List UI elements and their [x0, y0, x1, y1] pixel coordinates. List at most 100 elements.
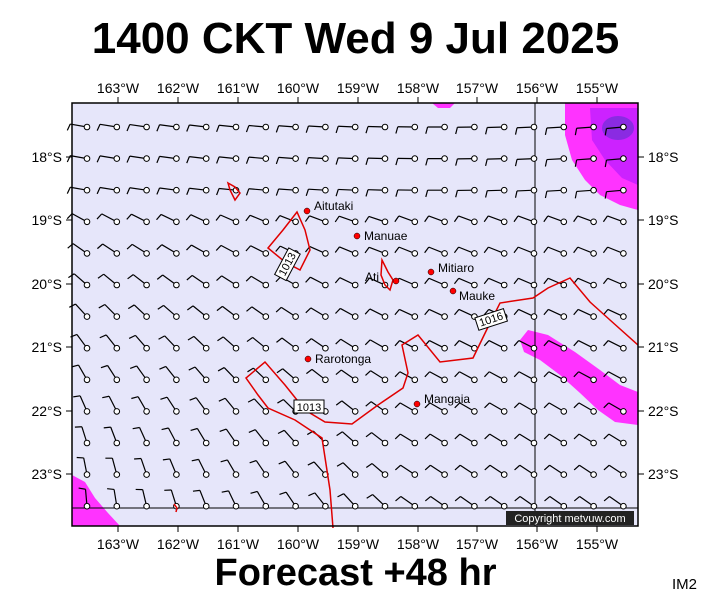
- wind-barb-feather: [573, 433, 580, 440]
- wind-station-circle: [560, 471, 568, 478]
- label-rarotonga: Rarotonga: [315, 352, 371, 366]
- wind-barb-feather: [454, 371, 460, 378]
- wind-station-circle: [530, 250, 538, 257]
- wind-station-circle: [173, 408, 180, 415]
- wind-station-circle: [560, 281, 568, 289]
- wind-station-circle: [262, 313, 270, 320]
- wind-station-circle: [202, 123, 210, 131]
- wind-barb-feather: [484, 495, 491, 502]
- wind-station-circle: [262, 155, 270, 162]
- wind-station-circle: [530, 155, 538, 162]
- wind-station-circle: [411, 439, 419, 447]
- wind-station-circle: [202, 471, 210, 478]
- wind-barb-feather: [574, 159, 578, 167]
- svg-text:160°W: 160°W: [277, 80, 320, 96]
- wind-station-circle: [113, 471, 121, 478]
- wind-barb-feather: [394, 464, 401, 471]
- wind-barb-feather: [484, 433, 491, 440]
- wind-station-circle: [441, 502, 448, 510]
- wind-station-circle: [471, 218, 478, 226]
- wind-station-circle: [381, 313, 389, 320]
- wind-barb-feather: [304, 215, 310, 222]
- wind-station-circle: [560, 344, 568, 352]
- wind-barb-feather: [424, 402, 431, 409]
- wind-station-circle: [202, 502, 210, 510]
- wind-barb-feather: [96, 243, 104, 250]
- wind-barb-feather: [305, 338, 312, 344]
- wind-barb-feather: [245, 188, 250, 196]
- wind-station-circle: [620, 186, 627, 194]
- wind-station-circle: [292, 186, 299, 194]
- wind-barb-feather: [78, 487, 86, 490]
- wind-station-circle: [500, 408, 508, 415]
- wind-station-circle: [232, 502, 240, 510]
- wind-station-circle: [500, 218, 508, 226]
- wind-barb-feather: [276, 337, 283, 343]
- wind-barb-feather: [216, 125, 220, 133]
- wind-station-circle: [322, 250, 329, 257]
- wind-barb-feather: [483, 340, 490, 347]
- wind-station-circle: [173, 123, 180, 131]
- wind-station-circle: [411, 408, 419, 415]
- wind-barb-feather: [305, 276, 311, 283]
- wind-station-circle: [441, 123, 448, 131]
- wind-barb-feather: [305, 189, 309, 197]
- wind-station-circle: [232, 344, 240, 352]
- wind-station-circle: [590, 186, 597, 194]
- wind-barb-feather: [247, 398, 255, 403]
- wind-station-circle: [202, 344, 210, 352]
- wind-barb-feather: [161, 427, 169, 431]
- label-mauke: Mauke: [459, 289, 495, 303]
- wind-station-circle: [590, 344, 597, 352]
- wind-station-circle: [202, 218, 210, 226]
- map-frame: [71, 102, 639, 527]
- isobar-sw-mark: [173, 503, 178, 513]
- wind-station-circle: [471, 502, 478, 510]
- wind-barb-feather: [158, 335, 165, 340]
- wind-station-circle: [262, 439, 270, 447]
- wind-barb-feather: [247, 367, 254, 373]
- wind-station-circle: [441, 344, 448, 352]
- wind-barb-feather: [425, 158, 429, 166]
- wind-barb-feather: [245, 245, 252, 252]
- wind-barb-feather: [395, 158, 399, 166]
- wind-barb-feather: [602, 246, 609, 254]
- wind-station-circle: [351, 313, 359, 320]
- wind-station-circle: [530, 471, 538, 478]
- wind-station-circle: [173, 344, 180, 352]
- svg-text:156°W: 156°W: [516, 80, 559, 96]
- wind-station-circle: [322, 186, 329, 194]
- wind-barb-feather: [394, 340, 401, 347]
- wind-station-circle: [232, 439, 240, 447]
- wind-station-circle: [113, 281, 121, 289]
- wind-barb-feather: [186, 188, 190, 195]
- wind-barb-feather: [424, 215, 430, 223]
- wind-barb-feather: [336, 431, 343, 437]
- wind-barb-feather: [275, 245, 281, 252]
- wind-barb-feather: [454, 402, 461, 409]
- wind-station-circle: [590, 439, 597, 447]
- island-aitutaki: [303, 207, 311, 215]
- wind-barb-feather: [156, 244, 163, 250]
- wind-station-circle: [83, 471, 91, 478]
- wind-barb-feather: [186, 156, 190, 164]
- wind-barb-feather: [103, 426, 111, 429]
- wind-barb-feather: [394, 433, 401, 440]
- wind-station-circle: [441, 471, 448, 478]
- wind-station-circle: [590, 471, 597, 478]
- island-mangaia: [413, 400, 421, 408]
- wind-barb-feather: [453, 215, 459, 223]
- lat-labels-left: 18°S 19°S 20°S 21°S 22°S 23°S: [31, 149, 62, 482]
- isobar-small-loop: [226, 181, 241, 202]
- svg-text:22°S: 22°S: [648, 403, 679, 419]
- wind-barb-feather: [573, 464, 580, 471]
- wind-barb-feather: [453, 246, 460, 254]
- wind-barb-feather: [277, 398, 284, 404]
- wind-station-circle: [173, 218, 180, 226]
- wind-barb-feather: [246, 306, 253, 312]
- wind-barb-feather: [156, 187, 161, 195]
- wind-barb-feather: [424, 371, 431, 378]
- wind-station-circle: [173, 313, 180, 320]
- wind-station-circle: [381, 502, 389, 510]
